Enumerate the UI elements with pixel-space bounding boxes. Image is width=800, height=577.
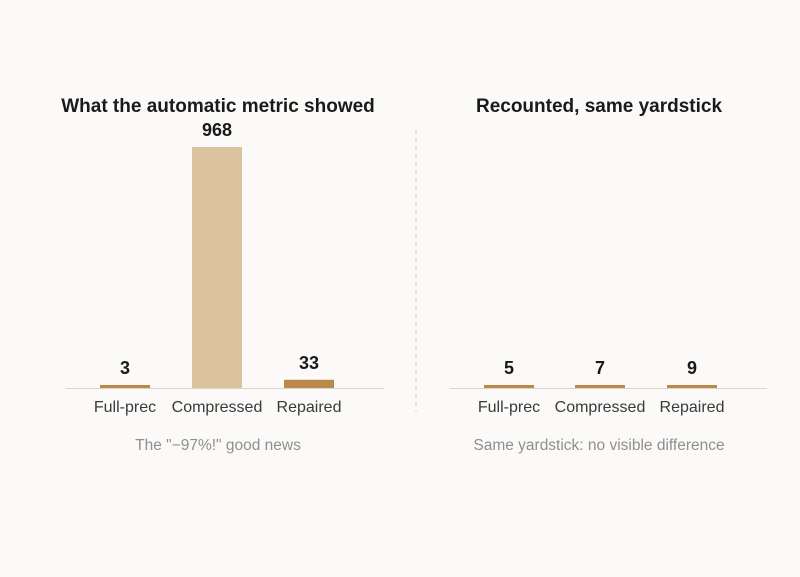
right-panel-title: Recounted, same yardstick bbox=[476, 96, 722, 117]
left-panel: What the automatic metric showed The "−9… bbox=[61, 96, 384, 454]
left-value-label: 3 bbox=[120, 358, 130, 378]
left-tick-label: Repaired bbox=[277, 399, 342, 416]
left-tick-label: Compressed bbox=[172, 399, 263, 416]
left-panel-title: What the automatic metric showed bbox=[61, 96, 375, 117]
right-tick-label: Full-prec bbox=[478, 399, 540, 416]
right-tick-label: Compressed bbox=[555, 399, 646, 416]
left-bar-compressed bbox=[192, 147, 242, 388]
right-bar-full-prec bbox=[484, 385, 534, 388]
left-bar-repaired bbox=[284, 379, 334, 388]
right-value-label: 7 bbox=[595, 358, 605, 378]
right-panel: Recounted, same yardstick Same yardstick… bbox=[450, 96, 767, 454]
left-tick-label: Full-prec bbox=[94, 399, 156, 416]
right-panel-caption: Same yardstick: no visible difference bbox=[473, 437, 724, 454]
left-value-label: 968 bbox=[202, 120, 232, 140]
left-value-label: 33 bbox=[299, 353, 319, 373]
left-panel-caption: The "−97%!" good news bbox=[135, 437, 301, 454]
right-value-label: 9 bbox=[687, 358, 697, 378]
right-bar-repaired bbox=[667, 385, 717, 388]
left-bar-full-prec bbox=[100, 385, 150, 388]
right-tick-label: Repaired bbox=[660, 399, 725, 416]
right-bar-compressed bbox=[575, 385, 625, 388]
right-value-label: 5 bbox=[504, 358, 514, 378]
